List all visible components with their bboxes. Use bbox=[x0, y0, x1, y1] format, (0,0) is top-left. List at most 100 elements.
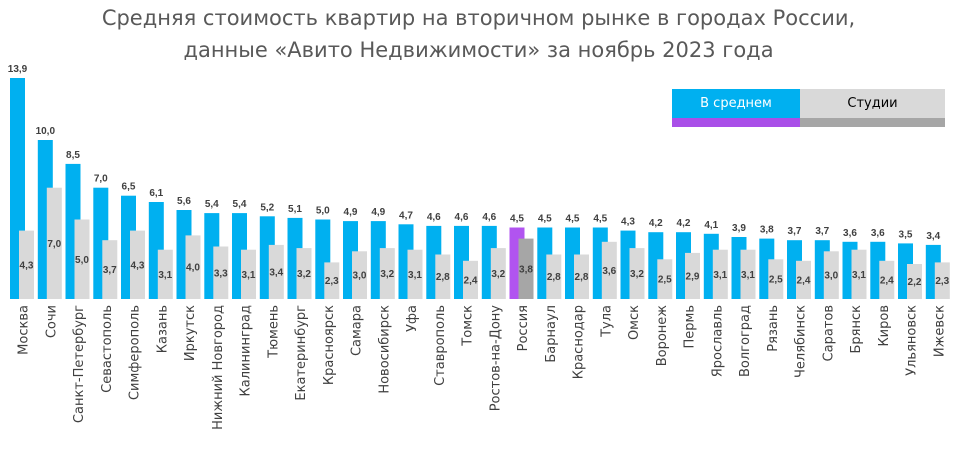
category-label-26: Волгоград bbox=[738, 305, 753, 377]
label-average-18: 4,5 bbox=[510, 214, 524, 225]
category-label-17: Ростов-на-Дону bbox=[488, 305, 503, 412]
bar-studio-22 bbox=[629, 248, 645, 299]
bar-studio-32 bbox=[907, 264, 922, 299]
category-label-0: Москва bbox=[17, 305, 32, 355]
label-average-9: 5,2 bbox=[260, 202, 274, 213]
bar-studio-28 bbox=[796, 260, 811, 299]
bar-studio-33 bbox=[934, 262, 950, 299]
label-average-8: 5,4 bbox=[233, 199, 247, 210]
label-studio-8: 3,1 bbox=[242, 270, 256, 281]
category-label-21: Тула bbox=[599, 305, 614, 338]
label-studio-14: 3,1 bbox=[408, 270, 422, 281]
category-label-32: Ульяновск bbox=[905, 305, 920, 376]
label-studio-15: 2,8 bbox=[436, 272, 450, 283]
category-label-30: Брянск bbox=[849, 305, 864, 354]
bar-studio-10 bbox=[296, 248, 312, 299]
label-studio-20: 2,8 bbox=[575, 272, 589, 283]
category-label-13: Новосибирск bbox=[377, 305, 392, 394]
category-label-11: Красноярск bbox=[322, 305, 337, 385]
bar-studio-19 bbox=[546, 254, 562, 299]
category-label-18: Россия bbox=[516, 305, 531, 351]
label-studio-27: 2,5 bbox=[769, 275, 783, 286]
legend-average-strip bbox=[672, 118, 800, 127]
label-average-21: 4,5 bbox=[593, 214, 607, 225]
category-label-16: Томск bbox=[461, 305, 476, 347]
label-studio-13: 3,2 bbox=[380, 269, 394, 280]
label-studio-26: 3,1 bbox=[741, 270, 755, 281]
label-studio-12: 3,0 bbox=[353, 271, 367, 282]
label-average-13: 4,9 bbox=[371, 207, 385, 218]
category-label-3: Севастополь bbox=[100, 305, 115, 393]
label-average-17: 4,6 bbox=[482, 212, 496, 223]
chart-title-line-1: Средняя стоимость квартир на вторичном р… bbox=[101, 6, 856, 30]
label-average-20: 4,5 bbox=[566, 214, 580, 225]
label-studio-0: 4,3 bbox=[20, 260, 34, 271]
label-studio-28: 2,4 bbox=[797, 275, 811, 286]
label-studio-19: 2,8 bbox=[547, 272, 561, 283]
category-label-27: Рязань bbox=[766, 305, 781, 352]
bar-studio-14 bbox=[407, 249, 423, 299]
bar-studio-17 bbox=[490, 248, 506, 299]
bar-studio-16 bbox=[463, 260, 478, 299]
bar-studio-20 bbox=[574, 254, 589, 299]
chart-title-line-2: данные «Авито Недвижимости» за ноябрь 20… bbox=[183, 38, 774, 62]
category-label-31: Киров bbox=[877, 305, 892, 347]
label-average-33: 3,4 bbox=[926, 231, 940, 242]
bar-studio-21 bbox=[601, 241, 617, 299]
label-studio-11: 2,3 bbox=[325, 276, 339, 287]
label-studio-4: 4,3 bbox=[131, 260, 145, 271]
label-average-4: 6,5 bbox=[122, 182, 136, 193]
label-average-26: 3,9 bbox=[732, 223, 746, 234]
label-average-16: 4,6 bbox=[455, 212, 469, 223]
label-average-23: 4,2 bbox=[649, 218, 663, 229]
category-label-6: Иркутск bbox=[183, 305, 198, 361]
label-studio-17: 3,2 bbox=[491, 269, 505, 280]
category-label-1: Сочи bbox=[44, 305, 59, 338]
category-label-15: Ставрополь bbox=[433, 305, 448, 386]
label-studio-16: 2,4 bbox=[464, 275, 478, 286]
category-label-24: Пермь bbox=[683, 305, 698, 349]
bar-studio-8 bbox=[241, 249, 256, 299]
category-label-10: Екатеринбург bbox=[294, 305, 309, 401]
category-label-22: Омск bbox=[627, 305, 642, 340]
label-average-14: 4,7 bbox=[399, 210, 413, 221]
label-average-6: 5,6 bbox=[177, 196, 191, 207]
bar-studio-27 bbox=[768, 259, 784, 299]
bar-studio-5 bbox=[157, 249, 173, 299]
label-average-2: 8,5 bbox=[66, 150, 80, 161]
category-label-19: Барнаул bbox=[544, 305, 559, 363]
label-average-29: 3,7 bbox=[815, 226, 829, 237]
legend-average: В среднем bbox=[672, 89, 800, 118]
bar-studio-30 bbox=[851, 249, 867, 299]
label-studio-5: 3,1 bbox=[158, 270, 172, 281]
bar-studio-29 bbox=[823, 251, 839, 299]
label-studio-30: 3,1 bbox=[852, 270, 866, 281]
bar-studio-31 bbox=[879, 260, 895, 299]
label-studio-24: 2,9 bbox=[686, 271, 700, 282]
label-studio-3: 3,7 bbox=[103, 265, 117, 276]
category-label-20: Краснодар bbox=[572, 305, 587, 379]
category-label-7: Нижний Новгород bbox=[211, 305, 226, 430]
category-label-9: Тюмень bbox=[266, 305, 281, 359]
bar-studio-24 bbox=[685, 252, 700, 299]
category-label-2: Санкт-Петербург bbox=[72, 305, 87, 423]
bar-studio-3 bbox=[102, 240, 118, 299]
label-studio-33: 2,3 bbox=[935, 276, 949, 287]
label-average-12: 4,9 bbox=[344, 207, 358, 218]
bar-studio-25 bbox=[712, 249, 728, 299]
label-studio-32: 2,2 bbox=[908, 277, 922, 288]
label-average-22: 4,3 bbox=[621, 217, 635, 228]
category-label-8: Калининград bbox=[239, 305, 254, 396]
bar-studio-1 bbox=[46, 187, 62, 299]
label-average-27: 3,8 bbox=[760, 225, 774, 236]
legend-studios-strip bbox=[800, 118, 945, 127]
category-label-14: Уфа bbox=[405, 305, 420, 332]
bar-studio-0 bbox=[19, 230, 34, 299]
category-label-25: Ярославль bbox=[710, 305, 725, 377]
label-average-3: 7,0 bbox=[94, 174, 108, 185]
label-average-24: 4,2 bbox=[677, 218, 691, 229]
label-average-30: 3,6 bbox=[843, 228, 857, 239]
label-studio-2: 5,0 bbox=[75, 255, 89, 266]
